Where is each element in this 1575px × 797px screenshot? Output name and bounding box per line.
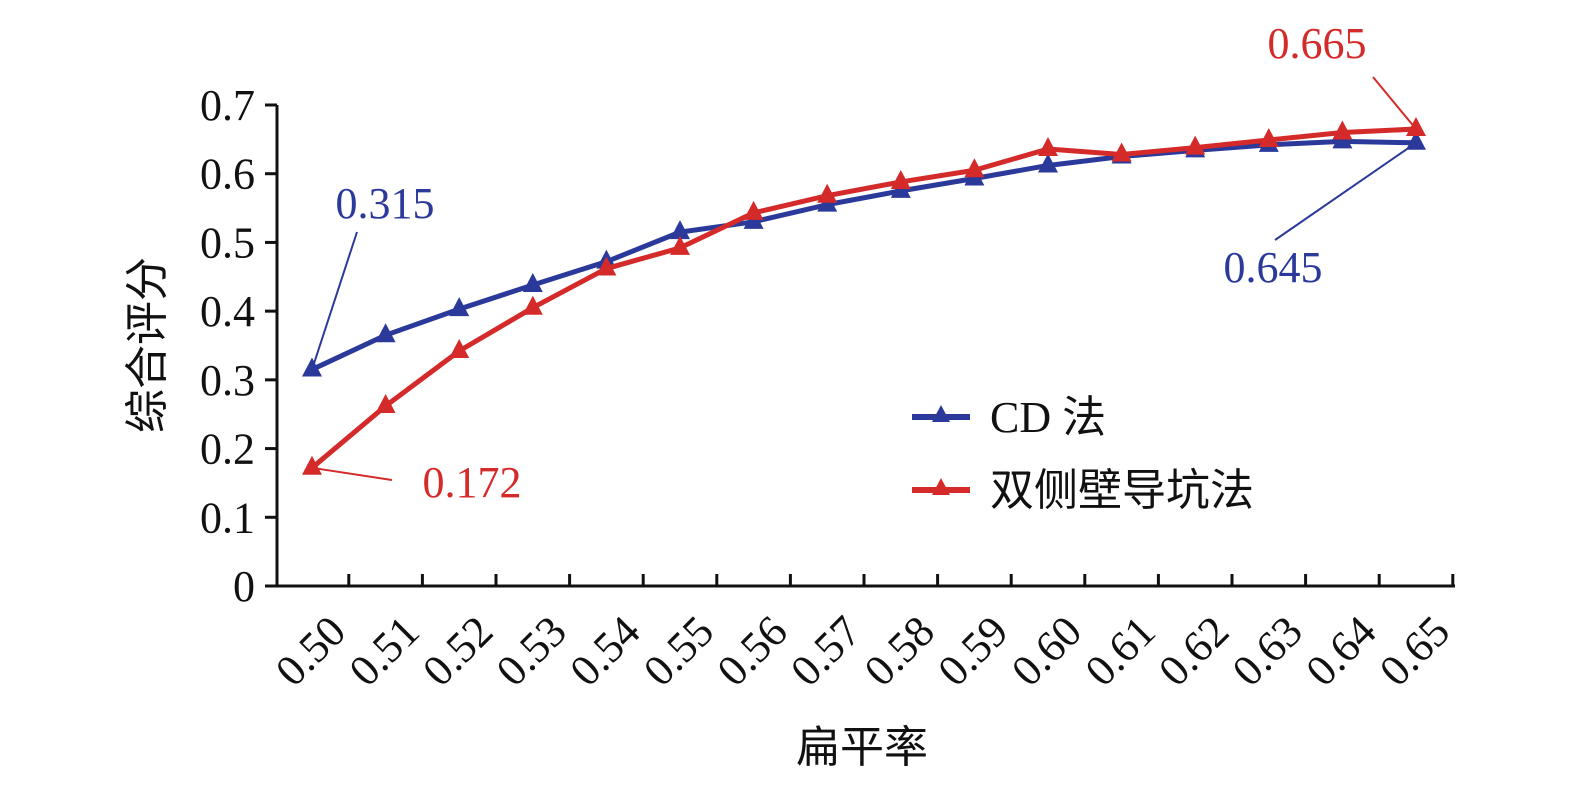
data-point (302, 455, 322, 475)
data-point (1038, 153, 1058, 173)
data-point (375, 323, 396, 343)
annotation-leader (1372, 76, 1417, 130)
series-layer (302, 117, 1426, 475)
annotation-label: 0.645 (1224, 243, 1323, 292)
x-tick-label: 0.61 (1076, 606, 1165, 695)
data-point (1332, 120, 1353, 140)
x-tick-label: 0.64 (1296, 606, 1385, 695)
y-tick-label: 0.1 (200, 493, 255, 542)
annotation-leader (311, 466, 393, 481)
legend-item-cd: CD 法 (912, 393, 1106, 442)
x-tick-label: 0.62 (1149, 606, 1238, 695)
annotation-label: 0.315 (336, 179, 435, 228)
series-line (310, 138, 1417, 372)
data-point (670, 235, 690, 255)
x-tick-label: 0.59 (928, 606, 1017, 695)
y-tick-label: 0.4 (200, 287, 255, 336)
data-point (449, 297, 470, 317)
x-tick-label: 0.63 (1223, 606, 1312, 695)
data-point (743, 200, 764, 220)
data-point (375, 393, 396, 413)
y-tick-label: 0.3 (200, 356, 255, 405)
axes (275, 105, 1455, 588)
x-tick-label: 0.50 (266, 606, 355, 695)
x-tick-label: 0.58 (855, 606, 944, 695)
series-line (310, 126, 1417, 470)
y-tick-label: 0.6 (200, 150, 255, 199)
data-point (1258, 128, 1279, 148)
x-tick-label: 0.60 (1002, 606, 1091, 695)
legend-marker-shuangce (932, 478, 950, 495)
annotation-leader (311, 231, 358, 370)
x-tick-label: 0.51 (340, 606, 429, 695)
legend-item-shuangce: 双侧壁导坑法 (912, 466, 1254, 515)
legend-label-cd: CD 法 (990, 393, 1106, 442)
annotation-label: 0.665 (1268, 19, 1367, 68)
series-1 (302, 117, 1426, 475)
data-point (449, 338, 470, 358)
x-tick-label: 0.65 (1370, 606, 1459, 695)
data-point (1406, 117, 1426, 137)
data-point (964, 158, 985, 178)
x-tick-label: 0.53 (487, 606, 576, 695)
x-ticks: 0.500.510.520.530.540.550.560.570.580.59… (266, 574, 1459, 696)
annotation-label: 0.172 (423, 458, 522, 507)
y-tick-label: 0.7 (200, 81, 255, 130)
data-point (817, 183, 838, 203)
data-point (1111, 142, 1132, 162)
x-tick-label: 0.56 (708, 606, 797, 695)
annotation-leader (1274, 141, 1417, 241)
data-point (596, 256, 617, 276)
annotations: 0.315 0.172 0.665 0.645 (311, 19, 1417, 507)
data-point (1185, 135, 1206, 155)
legend-label-shuangce: 双侧壁导坑法 (990, 466, 1254, 515)
y-axis-label: 综合评分 (122, 257, 173, 433)
x-tick-label: 0.52 (413, 606, 502, 695)
y-ticks: 0 0.1 0.2 0.3 0.4 0.5 0.6 0.7 (200, 81, 277, 611)
x-axis-label: 扁平率 (796, 722, 928, 773)
x-tick-label: 0.57 (781, 606, 870, 695)
data-point (890, 169, 911, 189)
y-tick-label: 0.2 (200, 425, 255, 474)
data-point (670, 220, 690, 240)
legend: CD 法 双侧壁导坑法 (912, 393, 1254, 515)
data-point (522, 295, 543, 315)
data-point (1038, 136, 1058, 156)
y-tick-label: 0 (233, 562, 255, 611)
legend-marker-cd (932, 405, 950, 422)
y-tick-label: 0.5 (200, 218, 255, 267)
data-point (522, 273, 543, 293)
x-tick-label: 0.55 (634, 606, 723, 695)
x-tick-label: 0.54 (560, 606, 649, 695)
